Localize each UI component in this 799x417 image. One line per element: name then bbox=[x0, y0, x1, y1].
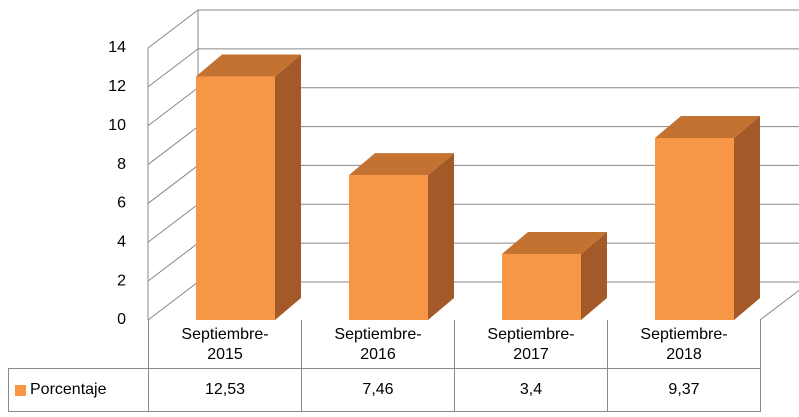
bar bbox=[502, 253, 581, 320]
y-tick-label: 10 bbox=[108, 117, 126, 134]
bar-top bbox=[196, 54, 301, 77]
y-tick-label: 8 bbox=[117, 156, 126, 173]
y-tick-label: 6 bbox=[117, 195, 126, 212]
data-table-value: 9,37 bbox=[607, 368, 761, 412]
x-tick-label: Septiembre-2017 bbox=[454, 320, 608, 369]
data-table-value: 3,4 bbox=[454, 368, 608, 412]
bar-side bbox=[581, 231, 607, 320]
x-tick-label: Septiembre-2018 bbox=[607, 320, 761, 369]
y-tick-label: 12 bbox=[108, 78, 126, 95]
legend-swatch bbox=[15, 384, 26, 396]
x-tick-label-text: Septiembre-2018 bbox=[640, 325, 728, 363]
y-tick-label: 14 bbox=[108, 39, 126, 56]
data-table-value: 12,53 bbox=[148, 368, 302, 412]
y-tick-label: 2 bbox=[117, 272, 126, 289]
x-tick-label-text: Septiembre-2016 bbox=[334, 325, 422, 363]
data-table-value: 7,46 bbox=[301, 368, 455, 412]
bar-top bbox=[502, 231, 607, 254]
bar-side bbox=[428, 153, 454, 320]
bar-top bbox=[655, 115, 760, 138]
x-tick-label: Septiembre-2015 bbox=[148, 320, 302, 369]
y-tick-label: 0 bbox=[117, 311, 126, 328]
y-tick-label: 4 bbox=[117, 234, 126, 251]
bar-side bbox=[734, 115, 760, 320]
bar-side bbox=[275, 54, 301, 321]
x-tick-label-text: Septiembre-2017 bbox=[487, 325, 575, 363]
x-tick-label-text: Septiembre-2015 bbox=[181, 325, 269, 363]
floor-edge bbox=[759, 289, 799, 321]
grid-line bbox=[147, 9, 799, 49]
data-table-value-text: 9,37 bbox=[668, 381, 700, 398]
x-tick-label: Septiembre-2016 bbox=[301, 320, 455, 369]
bar bbox=[655, 137, 734, 320]
bar bbox=[196, 76, 275, 320]
data-table-value-text: 7,46 bbox=[362, 381, 394, 398]
bar bbox=[349, 175, 428, 320]
bar-top bbox=[349, 153, 454, 176]
data-table-value-text: 3,4 bbox=[519, 381, 543, 398]
data-table-value-text: 12,53 bbox=[204, 381, 246, 398]
legend-label: Porcentaje bbox=[30, 381, 107, 398]
legend-cell: Porcentaje bbox=[8, 368, 149, 412]
